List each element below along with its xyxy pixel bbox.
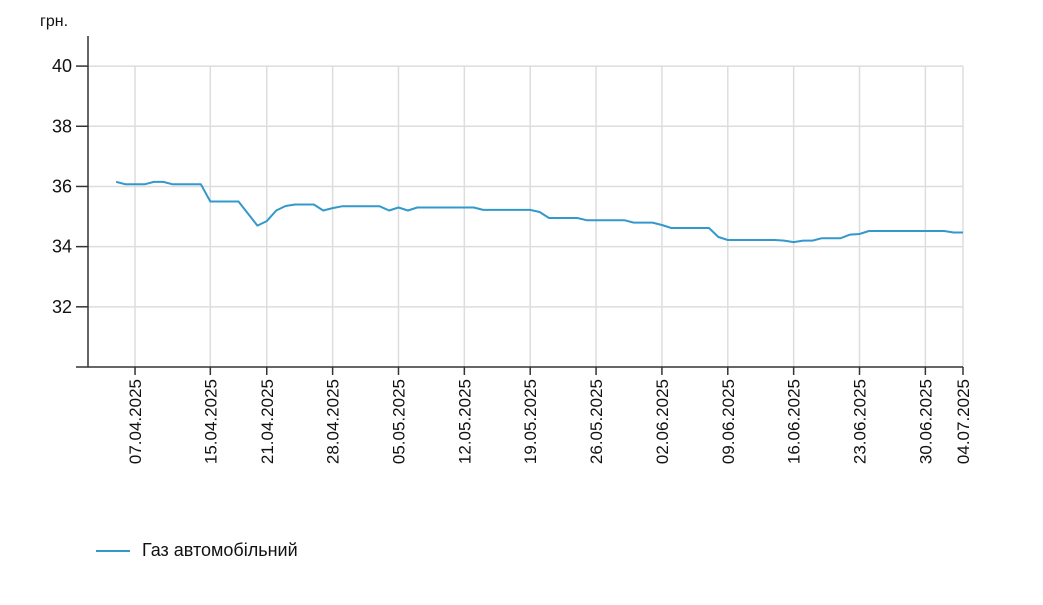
x-tick-label: 16.06.2025 [785,379,804,464]
x-tick-label: 28.04.2025 [324,379,343,464]
x-tick-label: 05.05.2025 [389,379,408,464]
x-tick-label: 02.06.2025 [653,379,672,464]
x-tick-label: 26.05.2025 [587,379,606,464]
y-tick-label: 32 [52,297,72,317]
x-tick-label: 15.04.2025 [201,379,220,464]
x-tick-label: 19.05.2025 [521,379,540,464]
y-tick-label: 34 [52,237,72,257]
y-tick-label: 40 [52,56,72,76]
x-tick-label: 07.04.2025 [126,379,145,464]
y-tick-label: 38 [52,116,72,136]
x-tick-label: 04.07.2025 [954,379,973,464]
legend-label: Газ автомобільний [142,540,298,560]
series-line [115,180,963,244]
x-tick-label: 21.04.2025 [258,379,277,464]
chart-legend: Газ автомобільний [96,540,298,561]
x-tick-label: 23.06.2025 [851,379,870,464]
x-tick-label: 09.06.2025 [719,379,738,464]
y-tick-label: 36 [52,176,72,196]
legend-line-swatch [96,549,130,552]
x-tick-label: 30.06.2025 [916,379,935,464]
x-tick-label: 12.05.2025 [455,379,474,464]
y-unit-label: грн. [40,13,68,30]
